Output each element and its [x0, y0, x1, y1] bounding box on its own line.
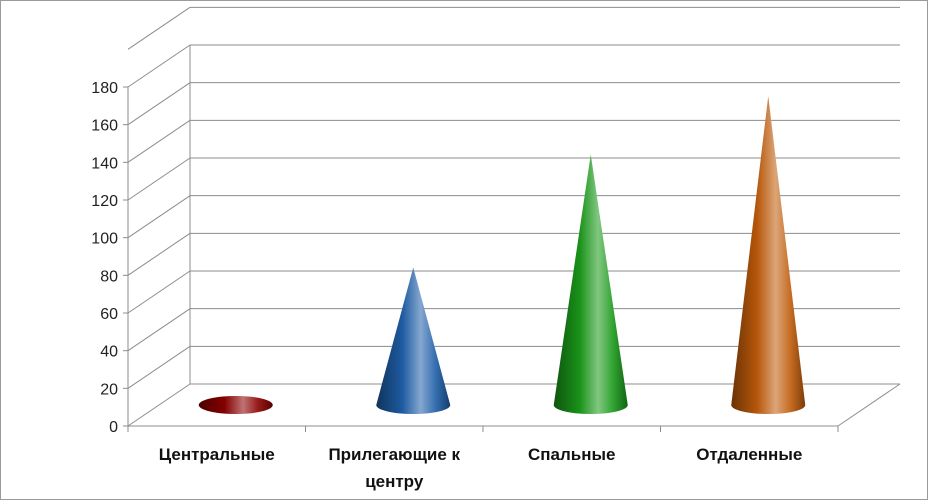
side-gridline [127, 308, 191, 352]
side-gridline [127, 270, 191, 314]
category-label: Прилегающие к [328, 445, 460, 464]
cone-body [376, 267, 451, 414]
y-tick-label: 40 [100, 344, 118, 361]
y-tick-label: 20 [100, 381, 118, 398]
cone-base [198, 396, 273, 414]
side-gridline [127, 82, 191, 126]
y-tick-label: 140 [91, 155, 118, 172]
y-tick-label: 160 [91, 118, 118, 135]
cone-0 [198, 396, 273, 414]
y-tick-label: 180 [91, 80, 118, 97]
category-label: Спальные [528, 445, 616, 464]
side-gridline [127, 383, 191, 427]
cone-body [553, 154, 628, 414]
cone-2 [553, 154, 628, 414]
side-gridline [127, 232, 191, 276]
y-tick-label: 80 [100, 268, 118, 285]
side-gridline [127, 44, 191, 88]
cone-3 [731, 96, 806, 414]
side-gridline [127, 345, 191, 389]
y-tick-label: 60 [100, 306, 118, 323]
side-gridline [127, 119, 191, 163]
cone-1 [376, 267, 451, 414]
y-tick-label: 100 [91, 231, 118, 248]
cone-body [731, 96, 806, 414]
category-label: центру [365, 472, 424, 491]
floor-right-edge [837, 383, 901, 427]
category-label: Отдаленные [696, 445, 802, 464]
side-gridline [127, 157, 191, 201]
y-tick-label: 0 [109, 419, 118, 436]
y-tick-label: 120 [91, 193, 118, 210]
side-gridline [127, 195, 191, 239]
category-label: Центральные [159, 445, 275, 464]
side-gridline [127, 6, 191, 50]
